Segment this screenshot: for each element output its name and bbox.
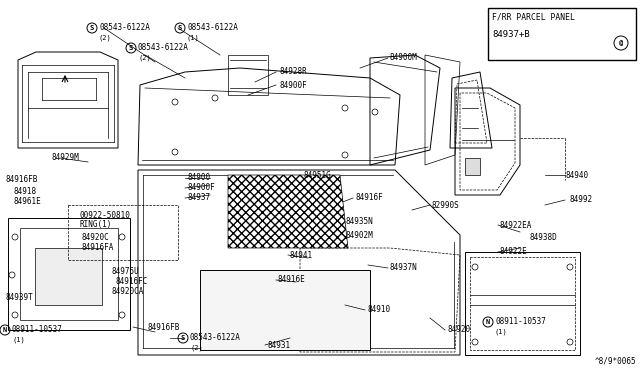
Text: S: S [90, 25, 94, 31]
Text: N: N [486, 319, 490, 325]
Text: 84910: 84910 [368, 305, 391, 314]
Text: @: @ [619, 40, 623, 46]
Text: (2): (2) [190, 345, 203, 351]
Text: 84929M: 84929M [52, 154, 80, 163]
Text: 84935N: 84935N [345, 218, 372, 227]
Text: 84916F: 84916F [355, 193, 383, 202]
Text: S: S [181, 335, 185, 341]
Text: 84937: 84937 [188, 193, 211, 202]
Text: 84975U: 84975U [112, 267, 140, 276]
Text: 84920: 84920 [447, 326, 470, 334]
Text: 84900M: 84900M [390, 54, 418, 62]
Text: 00922-50810: 00922-50810 [80, 211, 131, 219]
Text: 84922E: 84922E [500, 247, 528, 257]
Text: 84900: 84900 [188, 173, 211, 183]
Text: F/RR PARCEL PANEL: F/RR PARCEL PANEL [492, 12, 575, 21]
Text: ^8/9*0065: ^8/9*0065 [595, 357, 636, 366]
Text: 08911-10537: 08911-10537 [12, 326, 63, 334]
Text: 84900F: 84900F [280, 80, 308, 90]
Text: 84920C: 84920C [82, 234, 109, 243]
Text: 08911-10537: 08911-10537 [495, 317, 546, 327]
Text: 84928R: 84928R [280, 67, 308, 77]
Polygon shape [35, 248, 102, 305]
Text: (1): (1) [12, 337, 25, 343]
Text: 08543-6122A: 08543-6122A [138, 44, 189, 52]
Text: 84902M: 84902M [345, 231, 372, 240]
Text: 08543-6122A: 08543-6122A [187, 23, 238, 32]
Text: 84951G: 84951G [303, 170, 331, 180]
Polygon shape [465, 158, 480, 175]
Text: 84916E: 84916E [278, 276, 306, 285]
Text: 84937N: 84937N [390, 263, 418, 273]
Text: S: S [129, 45, 133, 51]
Text: RING(1): RING(1) [80, 221, 113, 230]
FancyBboxPatch shape [488, 8, 636, 60]
Text: 84992: 84992 [570, 196, 593, 205]
Text: 84916FB: 84916FB [5, 176, 37, 185]
Polygon shape [228, 175, 348, 248]
Text: N: N [3, 327, 7, 333]
Text: 84941: 84941 [290, 250, 313, 260]
Polygon shape [200, 270, 370, 350]
Text: 84922EA: 84922EA [500, 221, 532, 230]
Text: (1): (1) [495, 329, 508, 335]
Text: 84916FB: 84916FB [148, 323, 180, 331]
Text: 84916FA: 84916FA [82, 244, 115, 253]
Text: 84961E: 84961E [14, 198, 42, 206]
Text: 08543-6122A: 08543-6122A [190, 334, 241, 343]
Text: 84920CA: 84920CA [112, 288, 145, 296]
Text: 84940: 84940 [565, 170, 588, 180]
Text: 84916FC: 84916FC [115, 278, 147, 286]
Text: 82990S: 82990S [431, 201, 459, 209]
Text: 84939T: 84939T [5, 294, 33, 302]
Text: 84900F: 84900F [188, 183, 216, 192]
Text: 84918: 84918 [14, 186, 37, 196]
Text: 84937+B: 84937+B [492, 30, 530, 39]
Text: 84931: 84931 [268, 340, 291, 350]
Text: S: S [178, 25, 182, 31]
Text: (1): (1) [187, 35, 200, 41]
Text: 84938D: 84938D [530, 234, 557, 243]
Text: (2): (2) [138, 55, 151, 61]
Text: 08543-6122A: 08543-6122A [99, 23, 150, 32]
Text: (2): (2) [99, 35, 112, 41]
